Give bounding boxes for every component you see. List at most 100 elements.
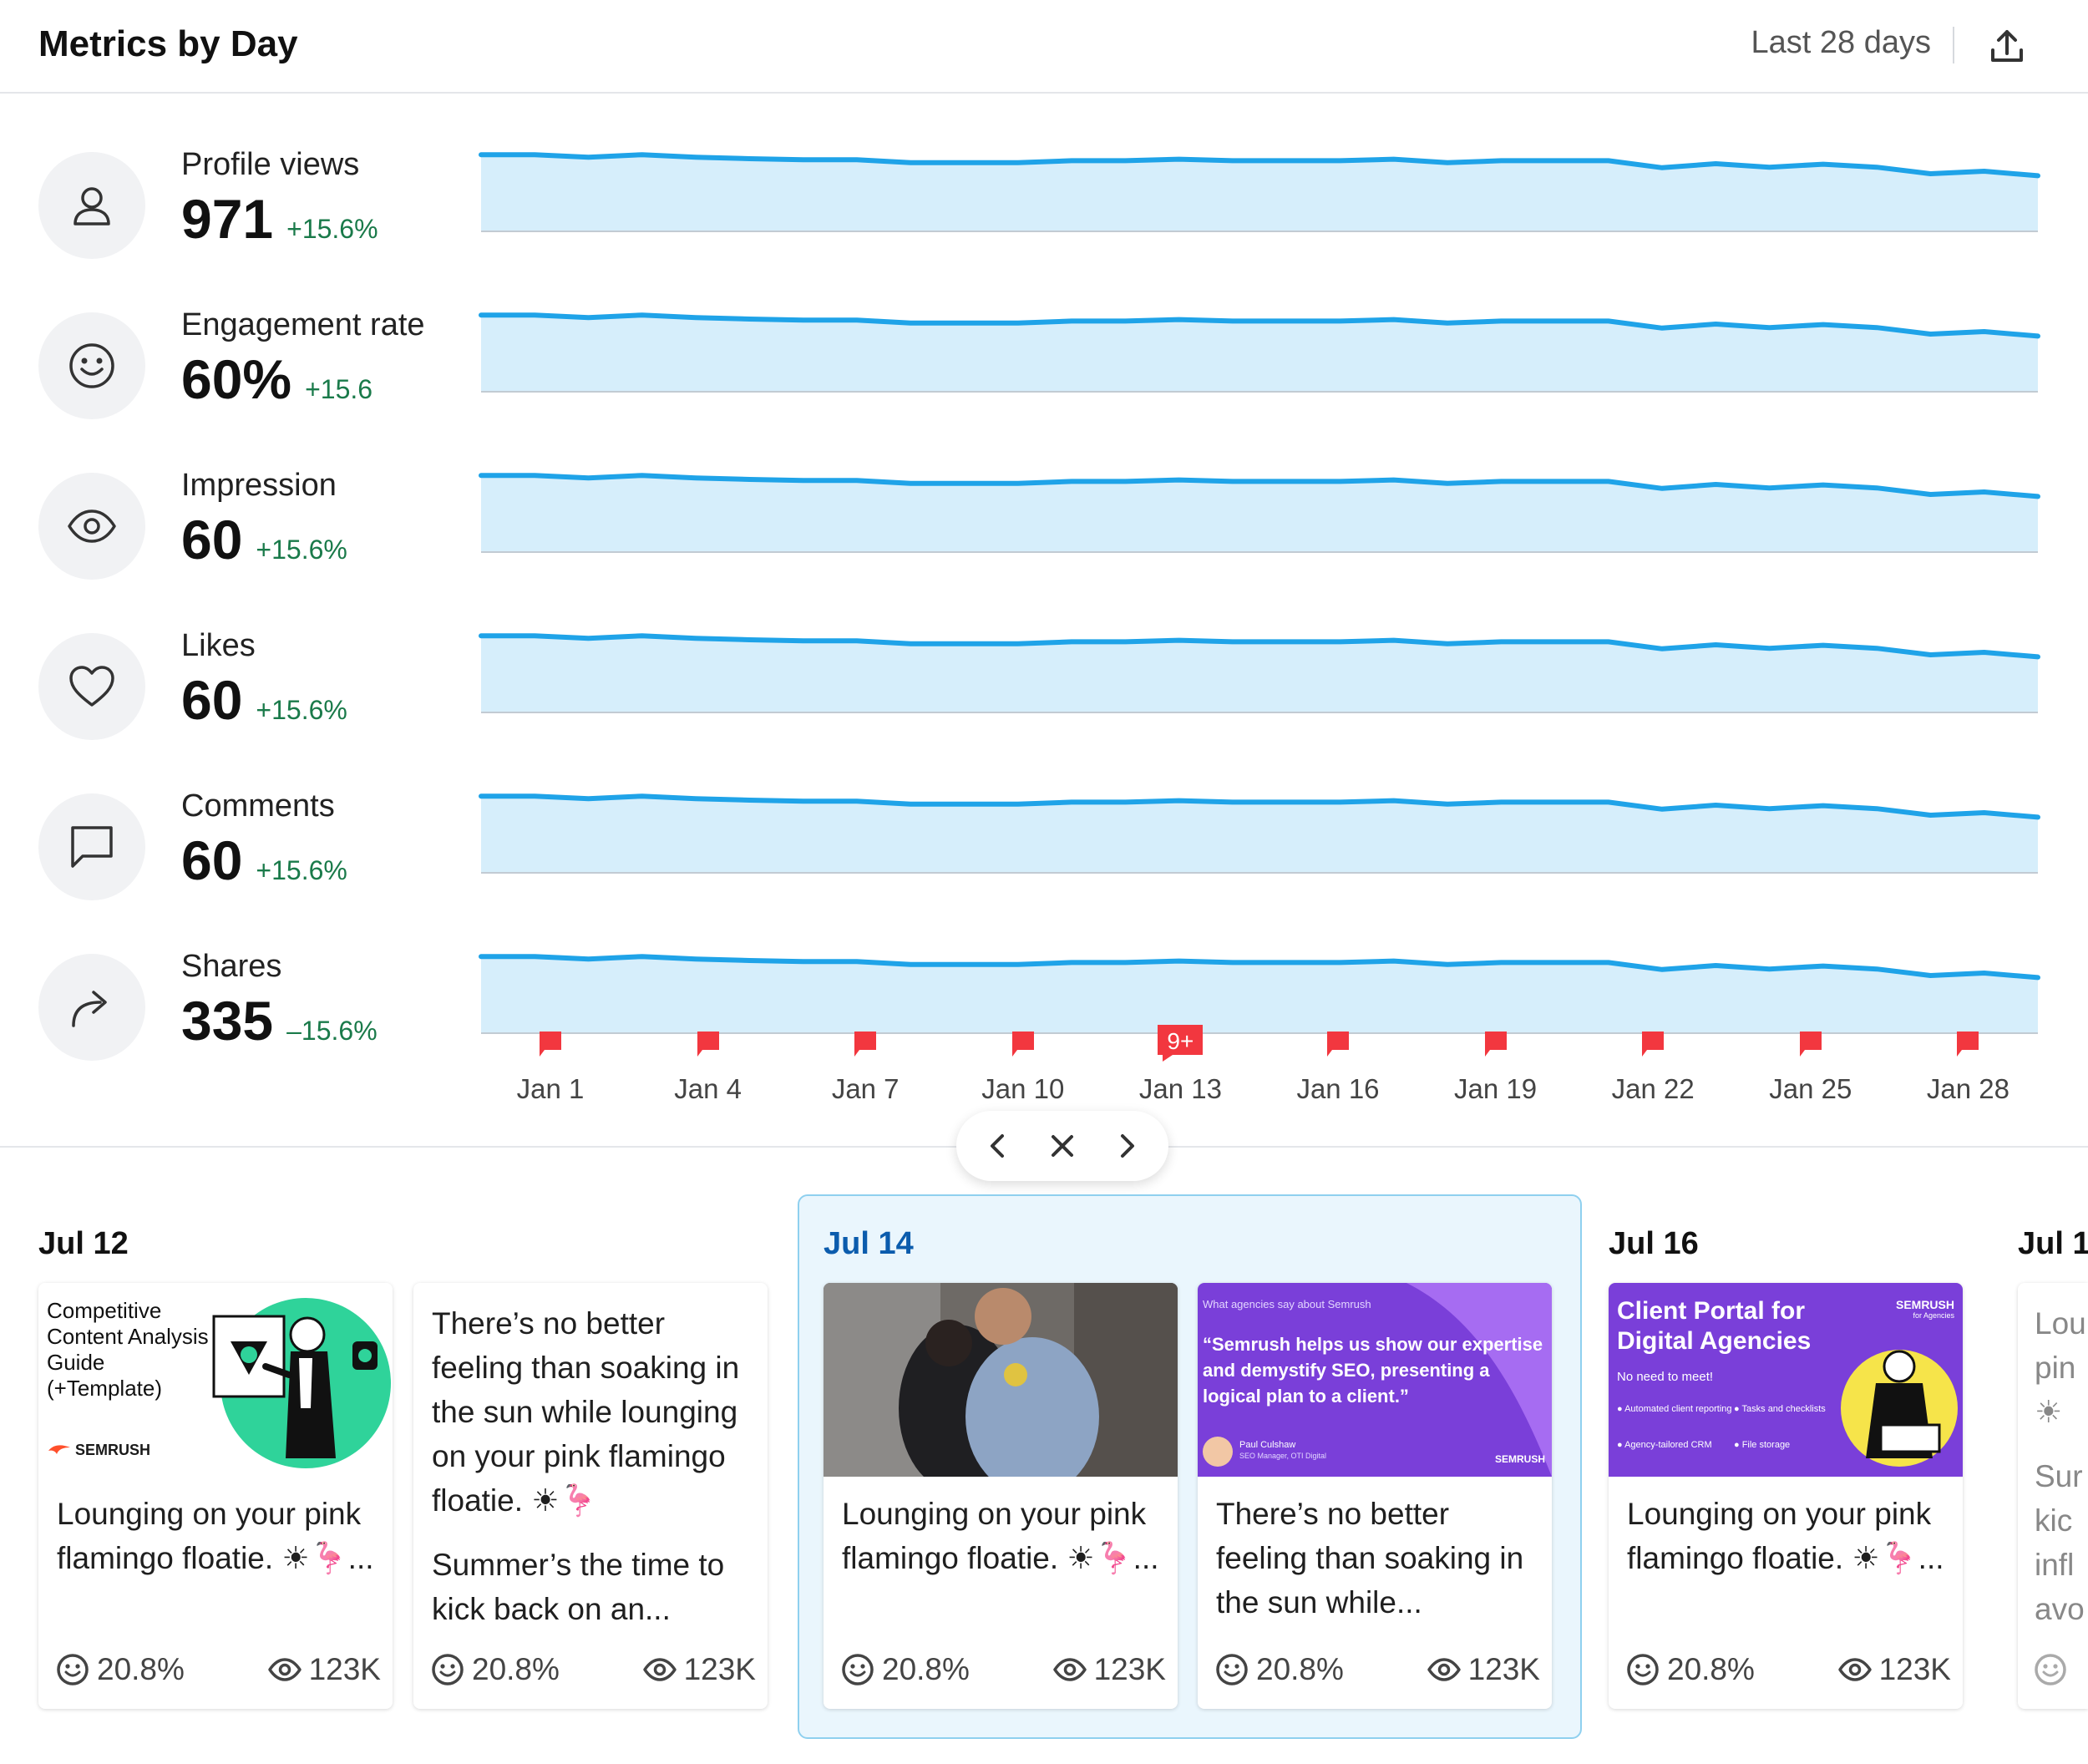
smiley-icon	[69, 343, 114, 388]
views-stat: 123K	[1427, 1649, 1540, 1690]
views-stat: 123K	[1052, 1649, 1166, 1690]
metric-change: +15.6%	[256, 855, 347, 885]
metric-icon-bg	[38, 954, 145, 1061]
x-tick-label: Jan 25	[1769, 1073, 1852, 1104]
share-icon	[72, 991, 107, 1027]
metric-value-number: 60	[181, 669, 243, 731]
post-card[interactable]: Lounging on your pink flamingo floatie. …	[824, 1283, 1178, 1709]
post-card-partial[interactable]: Lou pin ☀︎ Sur kic infl avo	[2018, 1283, 2088, 1709]
post-stats: 20.8% 123K	[55, 1649, 381, 1690]
thumb-title: Competitive Content Analysis Guide (+Tem…	[47, 1298, 209, 1401]
sparkline-line	[479, 312, 2040, 339]
metric-row-shares: Shares 335 ‒15.6%	[0, 944, 2088, 1104]
photo-people-hugging-image	[824, 1283, 1178, 1477]
smiley-icon	[1216, 1654, 1248, 1685]
close-icon[interactable]	[1046, 1129, 1079, 1163]
post-marker-flag-icon[interactable]	[538, 1032, 563, 1060]
smiley-icon	[2035, 1654, 2066, 1685]
x-tick-label: Jan 28	[1926, 1073, 2009, 1104]
post-marker-flag-icon[interactable]	[696, 1032, 721, 1060]
thumb-bullet: ● File storage	[1734, 1440, 1791, 1450]
post-marker-flag-icon[interactable]	[1640, 1032, 1665, 1060]
post-marker-flag-icon[interactable]	[1325, 1032, 1351, 1060]
metric-value: 60% +15.6	[181, 347, 372, 411]
engagement-value: 20.8%	[1256, 1652, 1344, 1686]
metric-icon-bg	[38, 793, 145, 900]
period-selector[interactable]: Last 28 days	[1751, 25, 1931, 60]
metric-sparkline	[479, 954, 2040, 1034]
x-axis: Jan 1 Jan 4 Jan 7 Jan 10 Jan 13 9+ Jan 16 Jan 1…	[481, 1025, 2038, 1107]
post-pager	[956, 1111, 1168, 1181]
metric-row-engagement-rate: Engagement rate 60% +15.6	[0, 302, 2088, 463]
metric-value: 60 +15.6%	[181, 668, 347, 732]
brand-name: SEMRUSH	[1895, 1298, 1954, 1311]
post-card[interactable]: What agencies say about Semrush “Semrush…	[1198, 1283, 1552, 1709]
eye-icon	[267, 1658, 302, 1681]
post-card[interactable]: There’s no better feeling than soaking i…	[413, 1283, 768, 1709]
engagement-stat: 20.8%	[1214, 1649, 1344, 1690]
metric-value: 60 +15.6%	[181, 508, 347, 571]
sparkline-area	[481, 315, 2038, 393]
x-tick-label: Jan 13	[1138, 1073, 1222, 1104]
post-caption-paragraph: Lou pin ☀︎	[2035, 1306, 2085, 1429]
brand-name: SEMRUSH	[75, 1442, 151, 1458]
post-marker-badge[interactable]: 9+	[1158, 1025, 1204, 1062]
x-tick-label: Jan 1	[516, 1073, 585, 1104]
export-icon[interactable]	[1986, 25, 2028, 67]
post-marker-flag-icon[interactable]	[853, 1032, 878, 1060]
post-marker-flag-icon[interactable]	[1011, 1032, 1036, 1060]
post-marker-flag-icon[interactable]	[1955, 1032, 1980, 1060]
metric-value-number: 335	[181, 990, 274, 1052]
x-tick-label: Jan 22	[1611, 1073, 1695, 1104]
post-marker-flag-icon[interactable]	[1798, 1032, 1823, 1060]
engagement-stat: 20.8%	[55, 1649, 185, 1690]
metric-sparkline	[479, 473, 2040, 553]
post-thumbnail: Client Portal for Digital Agencies SEMRU…	[1609, 1283, 1963, 1477]
metric-icon-bg	[38, 312, 145, 419]
post-caption: Lounging on your pink flamingo floatie. …	[1627, 1497, 1944, 1575]
metric-row-likes: Likes 60 +15.6%	[0, 623, 2088, 783]
sparkline-area	[481, 475, 2038, 553]
metric-value-number: 971	[181, 188, 274, 250]
header-divider	[1953, 27, 1954, 63]
metric-change: +15.6	[305, 374, 373, 404]
sparkline-area	[481, 155, 2038, 232]
metric-value: 60 +15.6%	[181, 829, 347, 892]
views-value: 123K	[1878, 1652, 1951, 1686]
heart-icon	[69, 666, 114, 707]
post-caption: Lou pin ☀︎ Sur kic infl avo	[2035, 1301, 2085, 1631]
semrush-logo: SEMRUSH	[47, 1442, 150, 1459]
views-value: 123K	[1093, 1652, 1166, 1686]
engagement-value: 20.8%	[97, 1652, 185, 1686]
sparkline-line	[479, 793, 2040, 820]
post-card[interactable]: Competitive Content Analysis Guide (+Tem…	[38, 1283, 393, 1709]
chevron-right-icon[interactable]	[1110, 1129, 1143, 1163]
smiley-icon	[1627, 1654, 1659, 1685]
views-value: 123K	[1467, 1652, 1540, 1686]
avatar	[1203, 1437, 1233, 1467]
metric-value-number: 60	[181, 509, 243, 570]
sparkline-line	[479, 954, 2040, 981]
day-label: Jul 12	[38, 1226, 129, 1261]
post-stats: 20.8% 123K	[1625, 1649, 1951, 1690]
chevron-left-icon[interactable]	[981, 1129, 1015, 1163]
post-card[interactable]: Client Portal for Digital Agencies SEMRU…	[1609, 1283, 1963, 1709]
thumb-bullet: ● Tasks and checklists	[1734, 1404, 1826, 1414]
page-title: Metrics by Day	[38, 23, 298, 64]
comment-icon	[71, 826, 113, 868]
thumb-bullet-text: Tasks and checklists	[1741, 1404, 1826, 1414]
thumb-sub: No need to meet!	[1617, 1370, 1714, 1384]
metric-value: 971 +15.6%	[181, 187, 378, 251]
metric-sparkline	[479, 793, 2040, 874]
semrush-logo: SEMRUSH for Agencies	[1896, 1298, 1954, 1320]
thumb-person: Paul Culshaw	[1239, 1440, 1296, 1450]
engagement-value: 20.8%	[882, 1652, 970, 1686]
user-icon	[73, 187, 110, 226]
thumb-person-role: SEO Manager, OTI Digital	[1239, 1452, 1327, 1460]
smiley-icon	[842, 1654, 874, 1685]
thumb-bullet-text: Automated client reporting	[1624, 1404, 1732, 1414]
post-caption-paragraph: Sur kic infl avo	[2035, 1459, 2085, 1626]
post-caption: Lounging on your pink flamingo floatie. …	[842, 1497, 1159, 1575]
metric-icon-bg	[38, 473, 145, 580]
post-marker-flag-icon[interactable]	[1483, 1032, 1508, 1060]
